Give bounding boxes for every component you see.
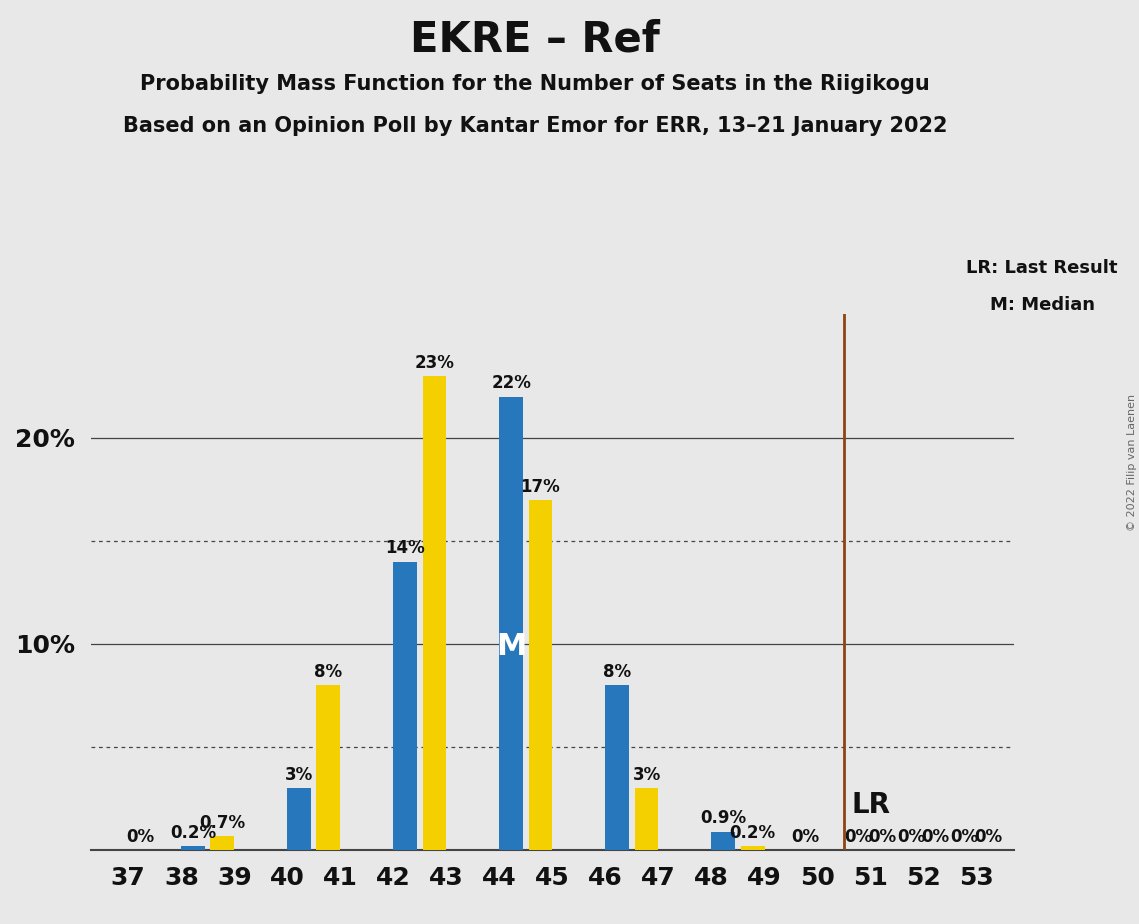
- Bar: [606, 686, 629, 850]
- Text: 0%: 0%: [844, 828, 872, 846]
- Text: 3%: 3%: [285, 766, 313, 784]
- Text: 0%: 0%: [921, 828, 950, 846]
- Text: 23%: 23%: [415, 354, 454, 371]
- Text: EKRE – Ref: EKRE – Ref: [410, 18, 661, 60]
- Bar: [740, 846, 764, 850]
- Text: 8%: 8%: [604, 663, 631, 681]
- Text: 22%: 22%: [491, 374, 531, 393]
- Bar: [287, 788, 311, 850]
- Text: 3%: 3%: [632, 766, 661, 784]
- Bar: [528, 500, 552, 850]
- Text: LR: Last Result: LR: Last Result: [966, 259, 1118, 276]
- Text: Based on an Opinion Poll by Kantar Emor for ERR, 13–21 January 2022: Based on an Opinion Poll by Kantar Emor …: [123, 116, 948, 136]
- Bar: [423, 376, 446, 850]
- Text: 0%: 0%: [975, 828, 1002, 846]
- Bar: [181, 846, 205, 850]
- Bar: [317, 686, 341, 850]
- Text: Probability Mass Function for the Number of Seats in the Riigikogu: Probability Mass Function for the Number…: [140, 74, 931, 94]
- Bar: [712, 832, 736, 850]
- Text: © 2022 Filip van Laenen: © 2022 Filip van Laenen: [1126, 394, 1137, 530]
- Text: 0.7%: 0.7%: [199, 813, 245, 832]
- Text: 8%: 8%: [314, 663, 343, 681]
- Text: 0%: 0%: [898, 828, 926, 846]
- Text: M: M: [497, 631, 526, 661]
- Bar: [211, 835, 235, 850]
- Text: 0.2%: 0.2%: [729, 824, 776, 842]
- Text: 17%: 17%: [521, 478, 560, 495]
- Text: 0%: 0%: [792, 828, 820, 846]
- Bar: [393, 562, 417, 850]
- Text: 0%: 0%: [126, 828, 154, 846]
- Bar: [634, 788, 658, 850]
- Text: 0%: 0%: [951, 828, 978, 846]
- Text: LR: LR: [852, 791, 891, 819]
- Bar: [499, 396, 523, 850]
- Text: 14%: 14%: [385, 540, 425, 557]
- Text: 0.2%: 0.2%: [170, 824, 216, 842]
- Text: M: Median: M: Median: [990, 296, 1095, 313]
- Text: 0%: 0%: [868, 828, 896, 846]
- Text: 0.9%: 0.9%: [700, 809, 746, 827]
